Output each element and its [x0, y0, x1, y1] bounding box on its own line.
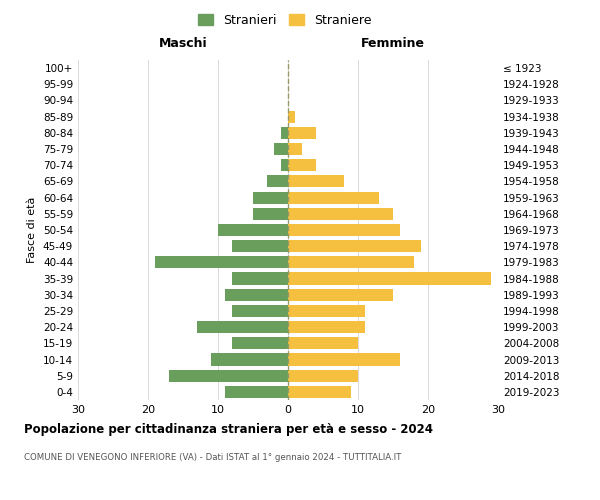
Bar	[218, 224, 288, 236]
Bar	[288, 110, 295, 122]
Bar	[288, 224, 400, 236]
Text: Maschi: Maschi	[158, 37, 208, 50]
Bar	[288, 143, 302, 155]
Bar	[288, 386, 351, 398]
Bar	[288, 176, 344, 188]
Bar	[253, 208, 288, 220]
Bar	[288, 256, 414, 268]
Bar	[288, 370, 358, 382]
Bar	[288, 240, 421, 252]
Bar	[281, 159, 288, 172]
Bar	[288, 208, 393, 220]
Bar	[253, 192, 288, 203]
Bar	[281, 127, 288, 139]
Legend: Stranieri, Straniere: Stranieri, Straniere	[193, 8, 377, 32]
Bar	[274, 143, 288, 155]
Bar	[211, 354, 288, 366]
Bar	[288, 192, 379, 203]
Bar	[288, 288, 393, 301]
Bar	[232, 338, 288, 349]
Bar	[288, 338, 358, 349]
Text: COMUNE DI VENEGONO INFERIORE (VA) - Dati ISTAT al 1° gennaio 2024 - TUTTITALIA.I: COMUNE DI VENEGONO INFERIORE (VA) - Dati…	[24, 452, 401, 462]
Bar	[225, 386, 288, 398]
Bar	[232, 240, 288, 252]
Bar	[232, 272, 288, 284]
Bar	[169, 370, 288, 382]
Text: Popolazione per cittadinanza straniera per età e sesso - 2024: Popolazione per cittadinanza straniera p…	[24, 422, 433, 436]
Bar	[225, 288, 288, 301]
Text: Femmine: Femmine	[361, 37, 425, 50]
Bar	[267, 176, 288, 188]
Bar	[288, 354, 400, 366]
Bar	[288, 159, 316, 172]
Bar	[288, 127, 316, 139]
Bar	[197, 321, 288, 333]
Bar	[155, 256, 288, 268]
Bar	[288, 272, 491, 284]
Y-axis label: Fasce di età: Fasce di età	[28, 197, 37, 263]
Bar	[288, 305, 365, 317]
Bar	[232, 305, 288, 317]
Bar	[288, 321, 365, 333]
